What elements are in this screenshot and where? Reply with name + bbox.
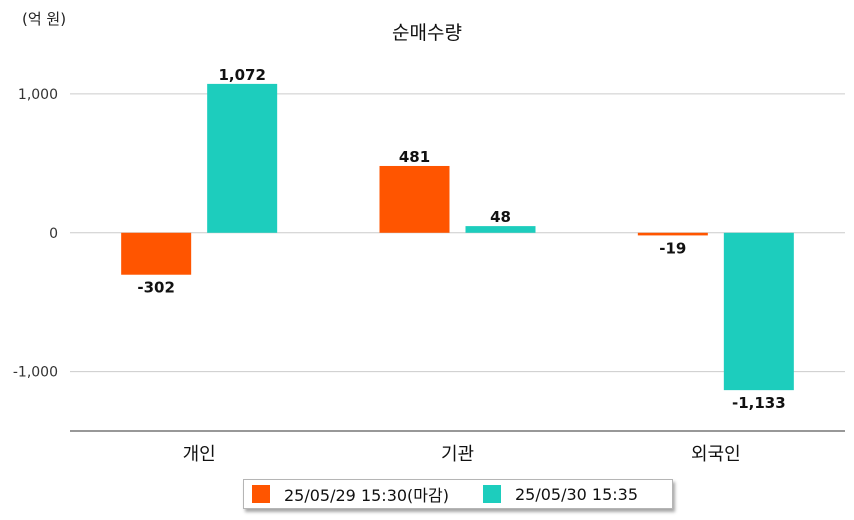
unit-label: (억 원) bbox=[22, 10, 67, 28]
legend-label-series-1: 25/05/29 15:30(마감) bbox=[284, 486, 449, 505]
legend-item-series-1[interactable]: 25/05/29 15:30(마감) bbox=[252, 482, 449, 506]
bar-2-3[interactable] bbox=[723, 232, 794, 391]
y-tick-label: -1,000 bbox=[13, 365, 58, 381]
bar-1-3[interactable] bbox=[637, 232, 708, 236]
legend-swatch-series-1 bbox=[252, 485, 270, 503]
data-label: -1,133 bbox=[732, 394, 786, 412]
x-category-label: 기관 bbox=[441, 444, 474, 465]
y-tick-label: 1,000 bbox=[18, 87, 58, 103]
data-label: -19 bbox=[659, 239, 686, 257]
legend-swatch-series-2 bbox=[482, 485, 501, 503]
bar-1-2[interactable] bbox=[379, 165, 450, 233]
chart-legend: 25/05/29 15:30(마감) 25/05/30 15:35 bbox=[243, 479, 673, 509]
bar-1-1[interactable] bbox=[121, 232, 192, 275]
data-label: 481 bbox=[399, 148, 430, 166]
bar-2-1[interactable] bbox=[207, 83, 278, 233]
x-category-label: 개인 bbox=[183, 444, 216, 465]
y-tick-label: 0 bbox=[49, 226, 58, 242]
x-category-label: 외국인 bbox=[691, 444, 741, 465]
chart-title: 순매수량 bbox=[392, 22, 462, 44]
bar-2-2[interactable] bbox=[465, 226, 536, 233]
legend-item-series-2[interactable]: 25/05/30 15:35 bbox=[482, 484, 639, 504]
data-label: -302 bbox=[137, 279, 175, 297]
data-label: 1,072 bbox=[218, 66, 265, 84]
data-label: 48 bbox=[490, 208, 511, 226]
legend-label-series-2: 25/05/30 15:35 bbox=[514, 484, 639, 504]
